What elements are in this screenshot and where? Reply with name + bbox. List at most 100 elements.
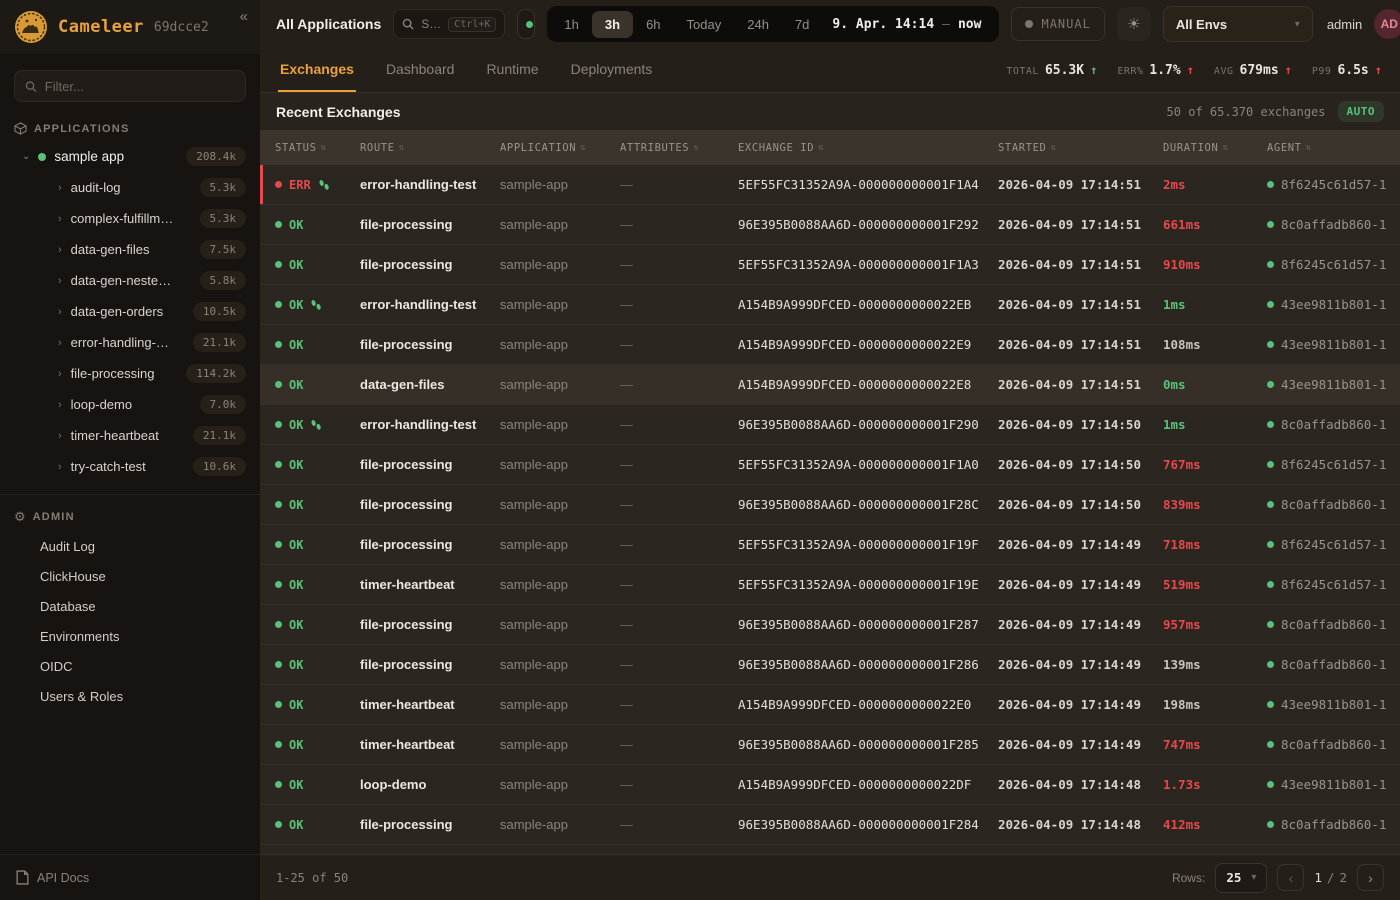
time-range-3h[interactable]: 3h — [591, 10, 634, 38]
column-header-exchange-id[interactable]: EXCHANGE ID ⇅ — [738, 141, 825, 154]
table-row[interactable]: OK loop-demo sample-app — A154B9A999DFCE… — [260, 765, 1400, 805]
admin-section-label: ⚙ ADMIN — [14, 509, 75, 524]
route-list: › audit-log 5.3k › complex-fulfillm… 5.3… — [0, 172, 260, 482]
table-row[interactable]: OK timer-heartbeat sample-app — 5EF55FC3… — [260, 565, 1400, 605]
agent-status-dot — [1267, 221, 1274, 228]
sidebar-route-loop-demo[interactable]: › loop-demo 7.0k — [0, 389, 260, 420]
date-range-display[interactable]: 9. Apr. 14:14 – now — [822, 17, 995, 32]
sidebar-item-database[interactable]: Database — [40, 598, 96, 614]
route-count-badge: 5.3k — [199, 209, 246, 228]
stat-label: ERR% — [1117, 65, 1144, 77]
sidebar-item-audit-log[interactable]: Audit Log — [40, 538, 95, 554]
column-header-started[interactable]: STARTED ⇅ — [998, 141, 1057, 154]
gear-icon: ⚙ — [14, 509, 26, 524]
column-header-attributes[interactable]: ATTRIBUTES ⇅ — [620, 141, 700, 154]
agent-status-dot — [1267, 181, 1274, 188]
table-row[interactable]: OK file-processing sample-app — A154B9A9… — [260, 325, 1400, 365]
username: admin — [1326, 16, 1363, 32]
filter-input-wrap — [14, 70, 246, 102]
table-row[interactable]: ERR error-handling-test sample-app — 5EF… — [260, 165, 1400, 205]
sidebar-route-error-handling[interactable]: › error-handling-… 21.1k — [0, 327, 260, 358]
column-header-duration[interactable]: DURATION ⇅ — [1163, 141, 1229, 154]
table-row[interactable]: OK error-handling-test sample-app — 96E3… — [260, 405, 1400, 445]
table-row[interactable]: OK error-handling-test sample-app — A154… — [260, 285, 1400, 325]
cameleer-logo-icon[interactable] — [14, 10, 48, 44]
env-selector[interactable]: All Envs ▾ — [1162, 6, 1313, 42]
route-count-badge: 5.8k — [199, 271, 246, 290]
sidebar-route-try-catch-test[interactable]: › try-catch-test 10.6k — [0, 451, 260, 482]
exchange-id-cell: 5EF55FC31352A9A-000000000001F1A3 — [738, 257, 979, 272]
status-cell: OK — [275, 378, 360, 392]
sort-icon: ⇅ — [818, 142, 825, 153]
column-header-route[interactable]: ROUTE ⇅ — [360, 141, 405, 154]
table-row[interactable]: OK file-processing sample-app — 96E395B0… — [260, 605, 1400, 645]
table-row[interactable]: OK file-processing sample-app — 96E395B0… — [260, 805, 1400, 845]
sidebar-route-data-gen-files[interactable]: › data-gen-files 7.5k — [0, 234, 260, 265]
time-range-24h[interactable]: 24h — [747, 16, 769, 32]
global-search-input[interactable]: S… Ctrl+K — [393, 9, 506, 39]
auto-refresh-badge[interactable]: AUTO — [1337, 101, 1384, 122]
sidebar-route-audit-log[interactable]: › audit-log 5.3k — [0, 172, 260, 203]
exchange-id-cell: 96E395B0088AA6D-000000000001F286 — [738, 657, 979, 672]
chevron-right-icon: › — [58, 398, 62, 411]
duration-cell: 198ms — [1163, 697, 1201, 712]
api-docs-link[interactable]: API Docs — [0, 854, 260, 900]
time-range-6h[interactable]: 6h — [646, 16, 661, 32]
table-row[interactable]: OK file-processing sample-app — 96E395B0… — [260, 205, 1400, 245]
sidebar-route-data-gen-neste[interactable]: › data-gen-neste… 5.8k — [0, 265, 260, 296]
table-row[interactable]: OK file-processing sample-app — 5EF55FC3… — [260, 245, 1400, 285]
route-count-badge: 5.3k — [199, 178, 246, 197]
scope-title: All Applications — [276, 16, 382, 32]
column-header-application[interactable]: APPLICATION ⇅ — [500, 141, 587, 154]
time-range-1h[interactable]: 1h — [564, 16, 579, 32]
route-label: complex-fulfillm… — [70, 211, 174, 226]
manual-refresh-button[interactable]: MANUAL — [1011, 7, 1105, 41]
sidebar-item-users-roles[interactable]: Users & Roles — [40, 688, 124, 704]
agent-status-dot — [1267, 821, 1274, 828]
time-range-7d[interactable]: 7d — [794, 16, 810, 32]
filter-input[interactable] — [44, 78, 235, 94]
tab-deployments[interactable]: Deployments — [570, 61, 653, 77]
stat-label: AVG — [1213, 65, 1234, 77]
next-page-button[interactable]: › — [1357, 864, 1384, 891]
application-cell: sample-app — [500, 257, 568, 272]
rows-per-page-select[interactable]: 25 ▾ — [1215, 862, 1268, 893]
chevron-right-icon: › — [58, 336, 62, 349]
sidebar-item-oidc[interactable]: OIDC — [40, 658, 73, 674]
collapse-sidebar-icon[interactable]: « — [239, 8, 248, 25]
table-row[interactable]: OK file-processing sample-app — 96E395B0… — [260, 485, 1400, 525]
column-header-status[interactable]: STATUS ⇅ — [275, 141, 327, 154]
theme-toggle-button[interactable]: ☀ — [1116, 7, 1151, 41]
online-indicator[interactable]: O — [517, 9, 536, 39]
sidebar-app-sample-app[interactable]: ⌄ sample app 208.4k — [0, 141, 260, 172]
agent-status-dot — [1267, 701, 1274, 708]
rows-per-page-value: 25 — [1226, 870, 1242, 885]
agent-status-dot — [1267, 421, 1274, 428]
column-header-agent[interactable]: AGENT ⇅ — [1267, 141, 1312, 154]
sidebar-route-complex-fulfillm[interactable]: › complex-fulfillm… 5.3k — [0, 203, 260, 234]
stat-value: 1.7% — [1149, 62, 1181, 78]
tab-dashboard[interactable]: Dashboard — [385, 61, 455, 77]
started-cell: 2026-04-09 17:14:51 — [998, 177, 1141, 192]
sidebar-route-data-gen-orders[interactable]: › data-gen-orders 10.5k — [0, 296, 260, 327]
application-cell: sample-app — [500, 297, 568, 312]
user-avatar[interactable]: AD — [1374, 9, 1400, 39]
time-range-today[interactable]: Today — [686, 16, 722, 32]
table-row[interactable]: OK data-gen-files sample-app — A154B9A99… — [260, 365, 1400, 405]
agent-status-dot — [1267, 781, 1274, 788]
tab-runtime[interactable]: Runtime — [486, 61, 539, 77]
tab-exchanges[interactable]: Exchanges — [278, 48, 356, 92]
time-range-picker: 1h 3h 6h Today 24h 7d 9. Apr. 14:14 – now — [547, 6, 1000, 42]
sidebar-route-file-processing[interactable]: › file-processing 114.2k — [0, 358, 260, 389]
prev-page-button[interactable]: ‹ — [1277, 864, 1305, 891]
sidebar-route-timer-heartbeat[interactable]: › timer-heartbeat 21.1k — [0, 420, 260, 451]
table-row[interactable]: OK file-processing sample-app — 5EF55FC3… — [260, 525, 1400, 565]
agent-status-dot — [1267, 461, 1274, 468]
sidebar-item-clickhouse[interactable]: ClickHouse — [40, 568, 106, 584]
table-row[interactable]: OK file-processing sample-app — 96E395B0… — [260, 645, 1400, 685]
table-row[interactable]: OK timer-heartbeat sample-app — A154B9A9… — [260, 685, 1400, 725]
table-row[interactable]: OK file-processing sample-app — 5EF55FC3… — [260, 445, 1400, 485]
route-count-badge: 7.0k — [199, 395, 246, 414]
table-row[interactable]: OK timer-heartbeat sample-app — 96E395B0… — [260, 725, 1400, 765]
sidebar-item-environments[interactable]: Environments — [40, 628, 120, 644]
